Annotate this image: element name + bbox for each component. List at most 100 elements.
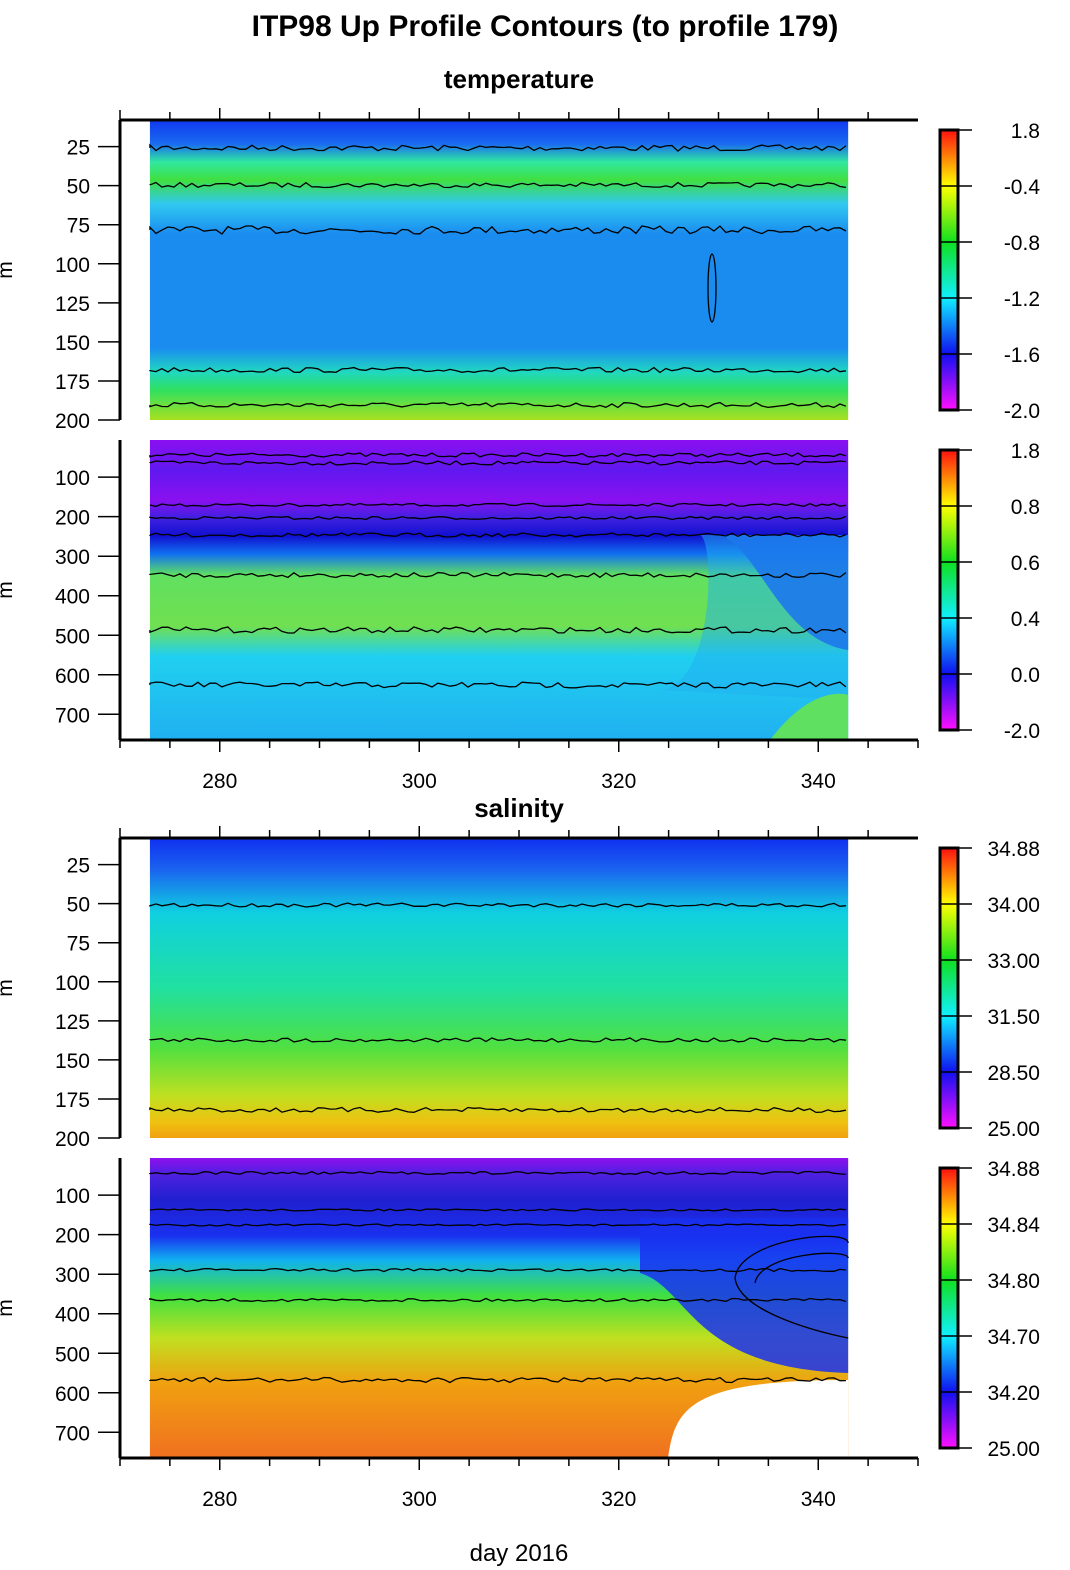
contour-line bbox=[149, 1208, 846, 1212]
colorbar-tick-label: 34.80 bbox=[987, 1270, 1040, 1293]
x-tick-label: 280 bbox=[202, 1488, 237, 1511]
contour-line bbox=[149, 1376, 846, 1384]
y-tick-label: 150 bbox=[55, 1050, 90, 1073]
heatmap-feature bbox=[770, 693, 849, 740]
heatmap bbox=[149, 120, 849, 420]
colorbar-tick-label: 31.50 bbox=[987, 1006, 1040, 1029]
y-tick-label: 100 bbox=[55, 972, 90, 995]
x-tick-label: 340 bbox=[801, 1488, 836, 1511]
x-tick-label: 320 bbox=[601, 1488, 636, 1511]
y-tick-label: 700 bbox=[55, 704, 90, 727]
colorbar-tick-label: 34.88 bbox=[987, 838, 1040, 861]
chart-title: ITP98 Up Profile Contours (to profile 17… bbox=[251, 10, 839, 43]
colorbar-tick-label: 34.20 bbox=[987, 1382, 1040, 1405]
x-tick-label: 340 bbox=[801, 770, 836, 793]
contour-line bbox=[149, 366, 847, 374]
y-tick-label: 100 bbox=[55, 1185, 90, 1208]
x-tick-label: 300 bbox=[402, 770, 437, 793]
colorbar-tick-label: -2.0 bbox=[1004, 400, 1040, 423]
colorbar-tick-label: 28.50 bbox=[987, 1062, 1040, 1085]
colorbar-tick-label: -1.6 bbox=[1004, 344, 1040, 367]
colorbar-tick-label: 34.88 bbox=[987, 1158, 1040, 1181]
contour-line bbox=[149, 626, 847, 634]
panel-2: 280 300 320 340 100 200 300 400 500 600 700 m 1.8 0.8… bbox=[0, 440, 1040, 793]
y-tick-label: 200 bbox=[55, 1128, 90, 1151]
colorbar bbox=[938, 846, 960, 1130]
y-tick-label: 75 bbox=[67, 933, 90, 956]
heatmap-feature bbox=[660, 535, 849, 700]
contour-line bbox=[149, 1297, 847, 1303]
x-tick-label: 320 bbox=[601, 770, 636, 793]
y-tick-label: 50 bbox=[67, 894, 90, 917]
contour-line bbox=[149, 225, 847, 235]
colorbar bbox=[938, 448, 960, 732]
y-axis-label: m bbox=[0, 581, 17, 599]
y-axis-label: m bbox=[0, 261, 17, 279]
y-tick-label: 75 bbox=[67, 215, 90, 238]
contour-line bbox=[149, 452, 847, 458]
colorbar-tick-label: 0.0 bbox=[1011, 664, 1040, 687]
contour-line bbox=[707, 253, 717, 323]
contour-line bbox=[149, 532, 847, 538]
x-axis-label: day 2016 bbox=[469, 1540, 569, 1567]
section-title-salinity: salinity bbox=[474, 793, 564, 823]
x-tick-label: 280 bbox=[202, 770, 237, 793]
y-tick-label: 600 bbox=[55, 1383, 90, 1406]
colorbar-tick-label: -2.0 bbox=[1004, 720, 1040, 743]
colorbar-tick-label: -0.4 bbox=[1004, 176, 1041, 199]
contour-line bbox=[149, 902, 846, 908]
y-tick-label: 125 bbox=[55, 1011, 90, 1034]
panel-3: 25 50 75 100 125 150 175 200 m 34.88 34.00 33.00 31.… bbox=[0, 826, 1040, 1151]
y-tick-label: 300 bbox=[55, 1264, 90, 1287]
colorbar-tick-label: 1.8 bbox=[1011, 440, 1040, 463]
y-axis-label: m bbox=[0, 979, 17, 997]
y-tick-label: 125 bbox=[55, 293, 90, 316]
colorbar-tick-label: 34.00 bbox=[987, 894, 1040, 917]
y-tick-label: 100 bbox=[55, 254, 90, 277]
y-tick-label: 50 bbox=[67, 176, 90, 199]
colorbar-tick-label: 25.00 bbox=[987, 1438, 1040, 1461]
contour-line bbox=[149, 143, 847, 152]
colorbar-tick-label: -0.8 bbox=[1004, 232, 1040, 255]
contour-line bbox=[149, 460, 846, 466]
contour-line bbox=[149, 1267, 846, 1273]
y-tick-label: 500 bbox=[55, 1343, 90, 1366]
colorbar bbox=[938, 128, 960, 412]
contour-line bbox=[149, 1037, 847, 1043]
panel-1: 25 50 75 100 125 150 175 200 m 1.8 -0.4 -0.8 -1.2 -1.… bbox=[0, 108, 1040, 433]
contour-line bbox=[149, 571, 847, 579]
colorbar-tick-label: 25.00 bbox=[987, 1118, 1040, 1141]
y-tick-label: 400 bbox=[55, 586, 90, 609]
y-tick-label: 500 bbox=[55, 625, 90, 648]
contour-line bbox=[149, 502, 847, 508]
contour-line bbox=[149, 1223, 846, 1227]
section-title-temperature: temperature bbox=[443, 64, 595, 94]
y-tick-label: 25 bbox=[67, 855, 90, 878]
contour-line bbox=[149, 681, 847, 689]
y-tick-label: 25 bbox=[67, 137, 90, 160]
colorbar-tick-label: 0.8 bbox=[1011, 496, 1040, 519]
colorbar-tick-label: 0.4 bbox=[1011, 608, 1041, 631]
contour-line bbox=[734, 1235, 849, 1339]
contour-line bbox=[149, 515, 847, 521]
colorbar-tick-label: 34.70 bbox=[987, 1326, 1040, 1349]
heatmap bbox=[149, 838, 849, 1138]
y-tick-label: 700 bbox=[55, 1422, 90, 1445]
colorbar-tick-label: 0.6 bbox=[1011, 552, 1040, 575]
colorbar-tick-label: 33.00 bbox=[987, 950, 1040, 973]
contour-line bbox=[149, 401, 847, 409]
y-tick-label: 175 bbox=[55, 371, 90, 394]
y-tick-label: 200 bbox=[55, 1225, 90, 1248]
y-tick-label: 300 bbox=[55, 546, 90, 569]
y-tick-label: 100 bbox=[55, 467, 90, 490]
heatmap-blank bbox=[668, 1380, 849, 1458]
colorbar-tick-label: -1.2 bbox=[1004, 288, 1040, 311]
y-tick-label: 400 bbox=[55, 1304, 90, 1327]
contour-line bbox=[149, 1170, 846, 1176]
colorbar-tick-label: 1.8 bbox=[1011, 120, 1040, 143]
contour-line bbox=[149, 1106, 847, 1114]
y-tick-label: 600 bbox=[55, 665, 90, 688]
contour-line bbox=[149, 181, 847, 189]
colorbar bbox=[938, 1166, 960, 1450]
panel-4: 280 300 320 340 100 200 300 400 500 600 700 m 34.88 3… bbox=[0, 1158, 1040, 1511]
